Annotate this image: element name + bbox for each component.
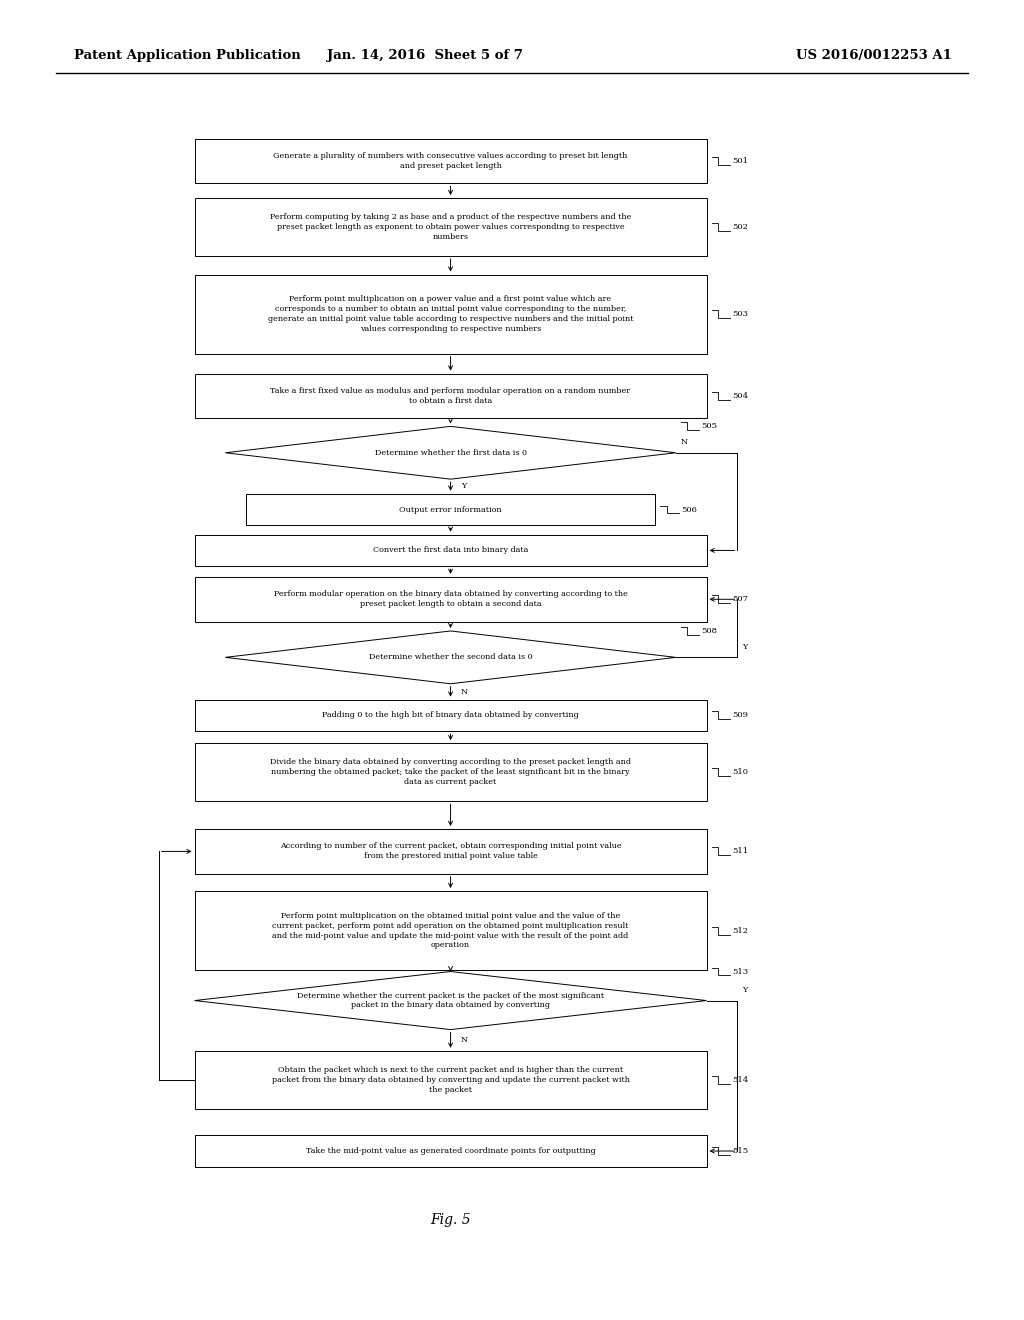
Text: 513: 513 xyxy=(732,968,749,975)
Bar xyxy=(195,743,707,801)
Bar xyxy=(195,700,707,731)
Bar xyxy=(195,275,707,354)
Bar xyxy=(195,577,707,622)
Text: 503: 503 xyxy=(732,310,749,318)
Text: 512: 512 xyxy=(732,927,749,935)
Text: 511: 511 xyxy=(732,847,749,855)
Text: 507: 507 xyxy=(732,595,749,603)
Text: Y: Y xyxy=(742,643,748,651)
Bar xyxy=(195,535,707,566)
Text: Jan. 14, 2016  Sheet 5 of 7: Jan. 14, 2016 Sheet 5 of 7 xyxy=(327,49,523,62)
Text: 501: 501 xyxy=(732,157,749,165)
Text: 506: 506 xyxy=(681,506,697,513)
Text: Determine whether the first data is 0: Determine whether the first data is 0 xyxy=(375,449,526,457)
Text: N: N xyxy=(681,438,688,446)
Bar xyxy=(195,198,707,256)
Text: Output error information: Output error information xyxy=(399,506,502,513)
Text: 502: 502 xyxy=(732,223,749,231)
Polygon shape xyxy=(195,972,707,1030)
Text: 508: 508 xyxy=(701,627,718,635)
Text: Perform point multiplication on the obtained initial point value and the value o: Perform point multiplication on the obta… xyxy=(272,912,629,949)
Polygon shape xyxy=(225,426,676,479)
Text: US 2016/0012253 A1: US 2016/0012253 A1 xyxy=(797,49,952,62)
Text: 509: 509 xyxy=(732,711,749,719)
Bar xyxy=(195,829,707,874)
Text: N: N xyxy=(461,1036,468,1044)
Text: Padding 0 to the high bit of binary data obtained by converting: Padding 0 to the high bit of binary data… xyxy=(323,711,579,719)
Text: Perform modular operation on the binary data obtained by converting according to: Perform modular operation on the binary … xyxy=(273,590,628,609)
Text: Fig. 5: Fig. 5 xyxy=(430,1213,471,1226)
Text: Convert the first data into binary data: Convert the first data into binary data xyxy=(373,546,528,554)
Text: According to number of the current packet, obtain corresponding initial point va: According to number of the current packe… xyxy=(280,842,622,861)
Bar xyxy=(195,891,707,970)
Text: Take the mid-point value as generated coordinate points for outputting: Take the mid-point value as generated co… xyxy=(306,1147,595,1155)
Text: 515: 515 xyxy=(732,1147,749,1155)
Text: Generate a plurality of numbers with consecutive values according to preset bit : Generate a plurality of numbers with con… xyxy=(273,152,628,170)
Text: Determine whether the second data is 0: Determine whether the second data is 0 xyxy=(369,653,532,661)
Text: 505: 505 xyxy=(701,422,718,430)
Text: 510: 510 xyxy=(732,768,749,776)
Polygon shape xyxy=(225,631,676,684)
Bar xyxy=(195,1135,707,1167)
Bar xyxy=(246,494,655,525)
Text: 514: 514 xyxy=(732,1076,749,1084)
Bar xyxy=(195,139,707,183)
Text: Perform point multiplication on a power value and a first point value which are
: Perform point multiplication on a power … xyxy=(268,296,633,333)
Text: Y: Y xyxy=(742,986,748,994)
Text: Perform computing by taking 2 as base and a product of the respective numbers an: Perform computing by taking 2 as base an… xyxy=(270,214,631,240)
Text: Obtain the packet which is next to the current packet and is higher than the cur: Obtain the packet which is next to the c… xyxy=(271,1067,630,1093)
Text: Determine whether the current packet is the packet of the most significant
packe: Determine whether the current packet is … xyxy=(297,991,604,1010)
Bar xyxy=(195,1051,707,1109)
Text: Take a first fixed value as modulus and perform modular operation on a random nu: Take a first fixed value as modulus and … xyxy=(270,387,631,405)
Text: 504: 504 xyxy=(732,392,749,400)
Text: Divide the binary data obtained by converting according to the preset packet len: Divide the binary data obtained by conve… xyxy=(270,759,631,785)
Text: N: N xyxy=(461,688,468,696)
Text: Y: Y xyxy=(461,482,466,491)
Bar xyxy=(195,374,707,418)
Text: Patent Application Publication: Patent Application Publication xyxy=(74,49,300,62)
